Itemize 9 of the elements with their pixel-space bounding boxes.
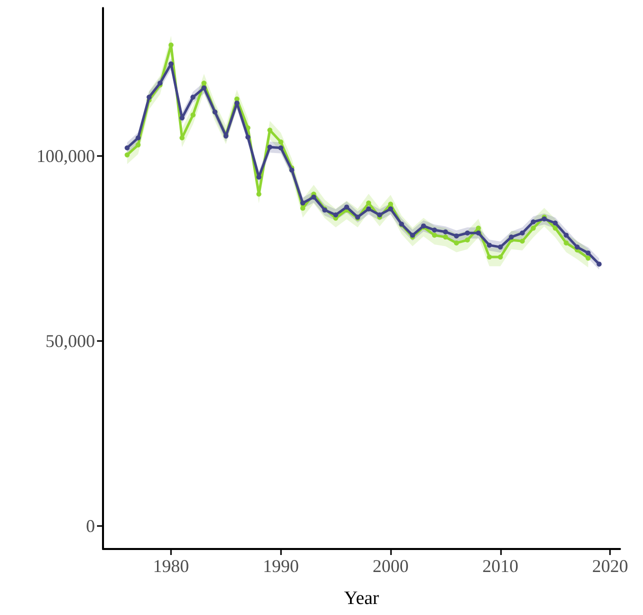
x-tick-label: 1990 bbox=[262, 556, 299, 576]
y-tick-label: 100,000 bbox=[36, 146, 95, 166]
y-tick-label: 50,000 bbox=[46, 331, 95, 352]
y-tick-label: 0 bbox=[86, 516, 95, 536]
x-tick-label: 2020 bbox=[592, 556, 628, 576]
x-axis-title: Year bbox=[344, 588, 380, 609]
x-tick-label: 2010 bbox=[482, 556, 518, 576]
x-tick-label: 2000 bbox=[372, 556, 409, 576]
x-tick-label: 1980 bbox=[153, 556, 190, 576]
